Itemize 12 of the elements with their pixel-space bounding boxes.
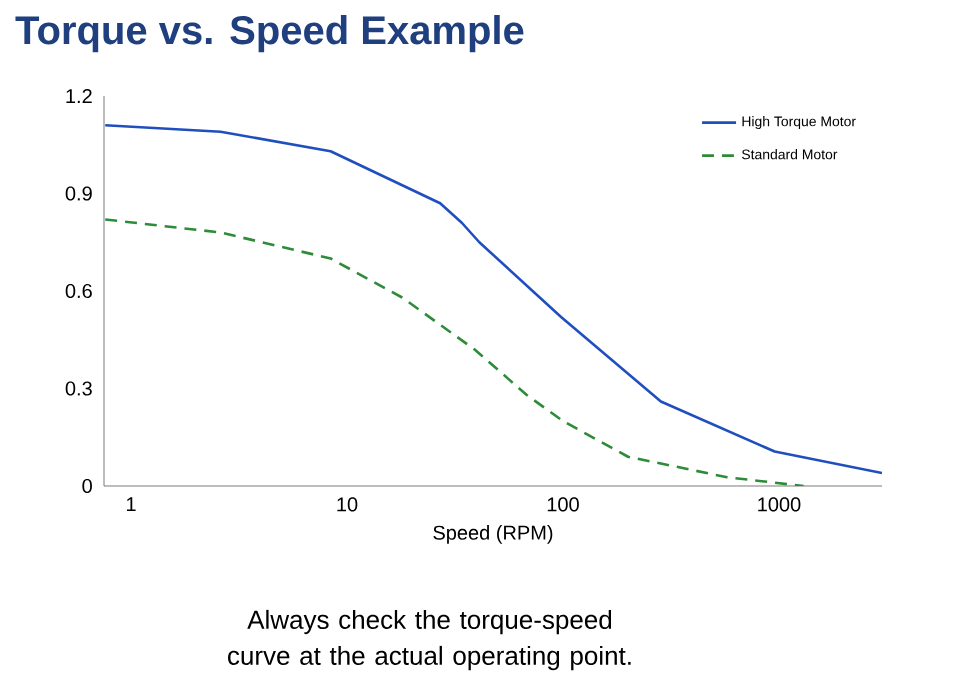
y-tick-label: 0.3	[65, 381, 92, 396]
y-tick-label: 0.9	[65, 186, 92, 201]
x-tick-label: 100	[547, 497, 579, 512]
y-tick-label: 1.2	[66, 89, 92, 103]
x-tick-label: 1000	[758, 497, 801, 512]
text: Always check the torque-speed curve at the actual operating point.	[228, 609, 631, 671]
y-tick-label: 0.6	[65, 283, 92, 299]
x-axis-title: Speed (RPM)	[433, 525, 553, 544]
y-tick-label: 0	[82, 478, 92, 494]
x-tick-label: 1	[126, 497, 136, 512]
x-tick-label: 10	[337, 497, 358, 512]
chart-title: Torque vs. Speed Example	[15, 15, 524, 53]
